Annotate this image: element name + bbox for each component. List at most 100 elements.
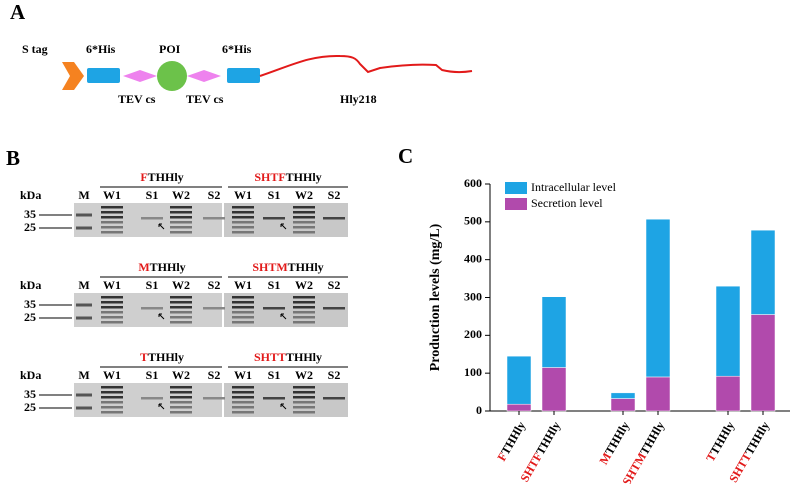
lane-label: S2 <box>208 188 221 202</box>
lane-label: W2 <box>295 278 313 292</box>
gel-band <box>76 393 92 397</box>
panel-label: B <box>6 146 20 170</box>
bar-segment <box>750 229 776 315</box>
bar-segment <box>645 218 671 378</box>
gel-band <box>232 396 254 399</box>
gel-band <box>203 307 225 310</box>
lane-label: W1 <box>103 368 121 382</box>
gel-band <box>293 216 315 219</box>
label: S tag <box>22 42 48 56</box>
gel-band <box>232 296 254 299</box>
panel-label: A <box>10 0 26 24</box>
bar-segment <box>750 314 776 412</box>
legend-swatch <box>505 198 527 210</box>
gel-band <box>232 226 254 229</box>
gel-band <box>101 226 123 229</box>
tev-icon <box>123 70 157 82</box>
gel-band <box>293 311 315 314</box>
two-tone-label: FTHHly <box>494 419 528 464</box>
two-tone-label: SHTFTHHly <box>254 170 321 184</box>
two-tone-label: TTHHly <box>703 419 737 464</box>
unit: kDa <box>20 278 41 292</box>
lane-label: W2 <box>172 188 190 202</box>
gel-band <box>293 391 315 394</box>
label: 6*His <box>86 42 116 56</box>
gel-band <box>101 321 123 324</box>
name-rest: THHly <box>707 419 737 457</box>
gel-band <box>293 301 315 304</box>
y-tick-label: 0 <box>476 403 482 417</box>
gel-image <box>74 293 222 327</box>
gel-band <box>101 386 123 389</box>
gel-band <box>101 411 123 414</box>
label: TEV cs <box>186 92 224 106</box>
bar-segment <box>506 355 532 405</box>
bar-segment <box>610 392 636 399</box>
label: TEV cs <box>118 92 156 106</box>
gel-band <box>293 221 315 224</box>
highlight: SHTF <box>254 170 285 184</box>
gel-band <box>293 206 315 209</box>
gel-band <box>170 231 192 234</box>
lane-label: S2 <box>328 368 341 382</box>
name-rest: THHly <box>150 260 186 274</box>
gel-band <box>232 401 254 404</box>
lane-label: W1 <box>234 188 252 202</box>
gel-band <box>101 296 123 299</box>
lane-label: S2 <box>208 368 221 382</box>
gel-band <box>232 406 254 409</box>
gel-band <box>293 316 315 319</box>
gel-band <box>101 391 123 394</box>
legend-label: Secretion level <box>531 196 603 210</box>
unit: kDa <box>20 188 41 202</box>
gel-band <box>101 406 123 409</box>
two-tone-label: SHTTTHHly <box>254 350 322 364</box>
his-tag-icon <box>87 68 120 83</box>
gel-band <box>232 411 254 414</box>
gel-band <box>293 401 315 404</box>
legend-swatch <box>505 182 527 194</box>
gel-band <box>101 306 123 309</box>
marker-label: 25 <box>24 220 36 234</box>
y-tick-label: 100 <box>464 365 482 379</box>
arrow <box>280 223 287 230</box>
gel-band <box>101 211 123 214</box>
gel-band <box>170 296 192 299</box>
bar-segment <box>645 376 671 412</box>
arrow <box>158 223 165 230</box>
lane-label: W1 <box>234 368 252 382</box>
gel-band <box>323 397 345 400</box>
poi-icon <box>157 61 187 91</box>
lane-label: S2 <box>328 278 341 292</box>
gel-band <box>170 321 192 324</box>
gel-band <box>232 306 254 309</box>
y-tick-label: 600 <box>464 176 482 190</box>
lane-label: S2 <box>328 188 341 202</box>
gel-band <box>232 206 254 209</box>
s-tag-icon <box>62 62 84 90</box>
lane-label: W2 <box>172 278 190 292</box>
name-rest: THHly <box>498 419 528 457</box>
name-rest: THHly <box>148 170 184 184</box>
name-rest: THHly <box>288 260 324 274</box>
gel-band <box>232 316 254 319</box>
his-tag-icon <box>227 68 260 83</box>
gel-band <box>170 216 192 219</box>
gel-band <box>293 296 315 299</box>
gel-band <box>170 301 192 304</box>
lane-label: S1 <box>146 188 159 202</box>
gel-band <box>293 231 315 234</box>
gel-band <box>101 216 123 219</box>
lane-label: S1 <box>146 368 159 382</box>
gel-band <box>76 226 92 230</box>
construct-diagram: S tag 6*His POI 6*His TEV cs TEV cs Hly2… <box>22 42 473 106</box>
gel-band <box>232 386 254 389</box>
panel-label: C <box>398 144 413 168</box>
highlight: SHTM <box>252 260 287 274</box>
gel-band <box>170 306 192 309</box>
y-tick-label: 300 <box>464 289 482 303</box>
name-rest: THHly <box>533 419 563 457</box>
bar-segment <box>715 375 741 412</box>
gel-band <box>170 226 192 229</box>
gel-band <box>101 396 123 399</box>
